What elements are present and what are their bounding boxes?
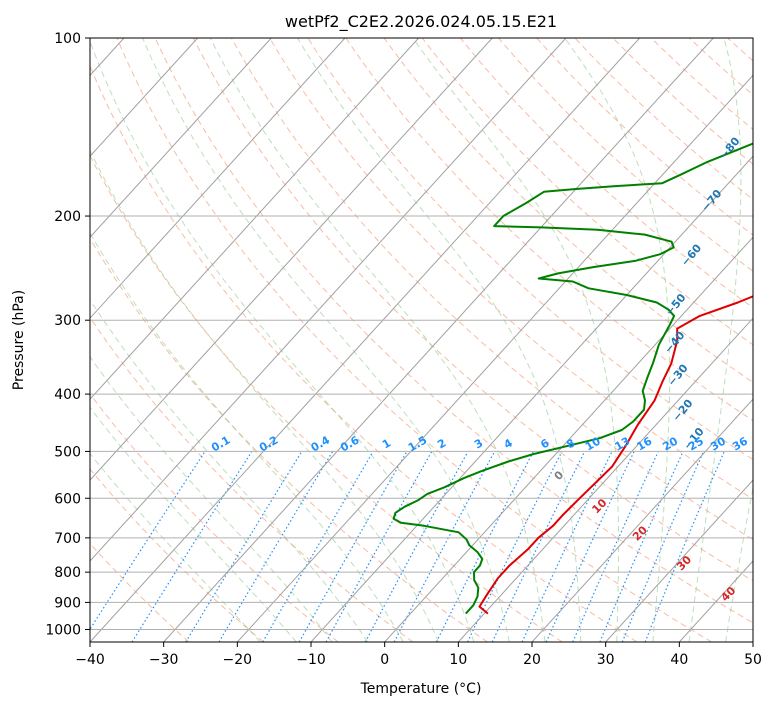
isotherm (163, 38, 714, 642)
isopleth-label-layer: −100−90−80−70−60−50−40−30−20−100.10.20.4… (209, 79, 753, 604)
y-tick-label: 400 (54, 387, 81, 403)
moist-adiabat (90, 40, 475, 642)
isotherm (310, 155, 753, 642)
moist-adiabat (688, 38, 742, 642)
isotherm (605, 479, 753, 642)
moist-adiabat (90, 355, 333, 642)
dry-adiabat (154, 38, 753, 624)
y-tick-label: 900 (54, 595, 81, 611)
dry-adiabat (90, 542, 190, 642)
x-tick-label: 10 (449, 652, 467, 668)
x-tick-label: 20 (523, 652, 541, 668)
moist-adiabat (90, 231, 404, 642)
dewpoint-profile-line (392, 142, 753, 615)
y-tick-label: 700 (54, 531, 81, 547)
isotherm (236, 74, 753, 642)
y-tick-label: 100 (54, 31, 81, 47)
x-tick-label: 0 (380, 652, 389, 668)
moist-adiabat (564, 38, 671, 642)
mixing-ratio-line (572, 451, 659, 642)
mixing-ratio-line (364, 451, 469, 642)
x-tick-label: −30 (149, 652, 179, 668)
moist-adiabat (142, 38, 510, 642)
dry-adiabat (90, 393, 339, 642)
dry-adiabat (192, 38, 753, 582)
data-layer (392, 142, 753, 615)
x-axis-title: Temperature (°C) (360, 681, 482, 697)
moist-adiabat (297, 38, 582, 642)
dry-adiabat (116, 38, 712, 642)
y-tick-label: 200 (54, 209, 81, 225)
x-tick-label: −40 (75, 652, 105, 668)
isotherm (90, 38, 272, 238)
dry-adiabat (90, 468, 264, 642)
dry-adiabat (90, 154, 563, 642)
moist-adiabat (209, 38, 546, 642)
y-tick-label: 500 (54, 444, 81, 460)
temperature-profile-line (478, 295, 753, 615)
mixing-ratio-line (298, 451, 408, 642)
y-tick-label: 1000 (45, 622, 81, 638)
moist-adiabat (90, 149, 439, 642)
y-tick-label: 800 (54, 565, 81, 581)
moist-adiabat (90, 298, 369, 642)
x-tick-label: 50 (744, 652, 762, 668)
mixing-ratio-line (466, 451, 563, 642)
isotherm (90, 38, 199, 158)
x-tick-label: −10 (296, 652, 326, 668)
y-tick-label: 300 (54, 313, 81, 329)
dry-adiabat (307, 38, 753, 461)
dry-adiabat (269, 38, 753, 500)
isotherm (90, 38, 641, 642)
chart-title: wetPf2_C2E2.2026.024.05.15.E21 (285, 12, 557, 32)
y-axis-title: Pressure (hPa) (11, 290, 27, 390)
isotherm (457, 317, 753, 642)
x-tick-label: 40 (670, 652, 688, 668)
moist-adiabat (412, 38, 619, 642)
mixing-ratio-line (185, 451, 303, 642)
grid-layer (90, 38, 753, 642)
dry-adiabat (90, 237, 488, 642)
mixing-ratio-line (435, 451, 534, 642)
plot-frame (89, 37, 754, 643)
moist-adiabat (90, 452, 261, 642)
mixing-ratio-line (621, 451, 705, 642)
isotherm (90, 38, 567, 562)
isotherm (90, 38, 420, 400)
x-tick-label: 30 (597, 652, 615, 668)
isotherm (531, 398, 753, 642)
moist-adiabat (725, 485, 753, 642)
y-tick-label: 600 (54, 491, 81, 507)
isotherm (384, 236, 753, 642)
mixing-ratio-line (90, 451, 206, 631)
x-tick-label: −20 (223, 652, 253, 668)
moist-adiabat (90, 406, 297, 642)
isotherm (90, 38, 493, 481)
isotherm (90, 38, 346, 319)
mixing-ratio-line (599, 451, 684, 642)
mixing-ratio-line (325, 451, 433, 642)
axis-layer: −40 −30 −20 −10 0 10 20 30 40 50 100 200 300 400 500 60… (45, 31, 762, 668)
